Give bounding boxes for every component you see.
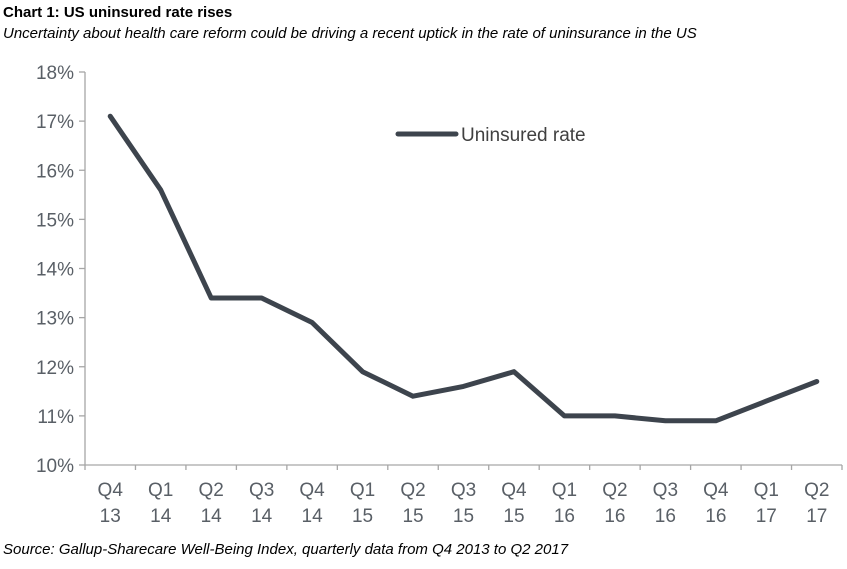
x-axis-label-year: 16 bbox=[554, 506, 575, 527]
x-axis-label-quarter: Q3 bbox=[653, 480, 678, 501]
x-axis-label-year: 17 bbox=[756, 506, 777, 527]
x-axis-label-year: 15 bbox=[503, 506, 524, 527]
y-axis-label: 10% bbox=[36, 456, 74, 477]
x-axis-label-year: 16 bbox=[705, 506, 726, 527]
source-note: Source: Gallup-Sharecare Well-Being Inde… bbox=[3, 541, 569, 558]
x-axis-label-quarter: Q4 bbox=[703, 480, 729, 501]
x-axis-label-quarter: Q2 bbox=[198, 480, 223, 501]
x-axis-label-quarter: Q1 bbox=[552, 480, 577, 501]
chart-subtitle: Uncertainty about health care reform cou… bbox=[3, 25, 697, 42]
y-axis-label: 11% bbox=[37, 407, 74, 428]
y-axis-label: 16% bbox=[36, 161, 74, 182]
x-axis-label-year: 16 bbox=[604, 506, 625, 527]
x-axis-label-quarter: Q2 bbox=[602, 480, 627, 501]
x-axis-label-quarter: Q2 bbox=[804, 480, 829, 501]
x-axis-label-year: 15 bbox=[453, 506, 474, 527]
x-axis-label-quarter: Q2 bbox=[400, 480, 425, 501]
y-axis-label: 15% bbox=[36, 210, 74, 231]
x-axis-label-quarter: Q1 bbox=[350, 480, 375, 501]
uninsured-rate-series-line bbox=[107, 113, 820, 424]
y-axis-label: 14% bbox=[36, 260, 74, 281]
x-axis-label-year: 15 bbox=[352, 506, 373, 527]
x-axis-label-quarter: Q3 bbox=[249, 480, 274, 501]
x-axis-label-year: 14 bbox=[150, 506, 172, 527]
chart-title: Chart 1: US uninsured rate rises bbox=[3, 4, 233, 21]
x-axis-label-quarter: Q1 bbox=[148, 480, 173, 501]
x-axis-label-year: 16 bbox=[655, 506, 676, 527]
x-axis-label-quarter: Q1 bbox=[754, 480, 779, 501]
x-axis-label-year: 14 bbox=[302, 506, 324, 527]
x-axis-label-quarter: Q3 bbox=[451, 480, 476, 501]
x-axis-label-quarter: Q4 bbox=[501, 480, 527, 501]
x-axis-label-quarter: Q4 bbox=[98, 480, 124, 501]
x-axis-label-year: 13 bbox=[100, 506, 121, 527]
y-axis-label: 17% bbox=[36, 112, 74, 133]
y-axis-label: 18% bbox=[36, 63, 74, 84]
x-axis-label-year: 14 bbox=[201, 506, 223, 527]
x-axis-label-year: 15 bbox=[402, 506, 423, 527]
y-axis-label: 12% bbox=[36, 358, 74, 379]
x-axis-label-year: 17 bbox=[806, 506, 827, 527]
x-axis-label-quarter: Q4 bbox=[299, 480, 325, 501]
legend-label: Uninsured rate bbox=[461, 125, 586, 146]
x-axis-label-year: 14 bbox=[251, 506, 273, 527]
y-axis-label: 13% bbox=[36, 309, 74, 330]
